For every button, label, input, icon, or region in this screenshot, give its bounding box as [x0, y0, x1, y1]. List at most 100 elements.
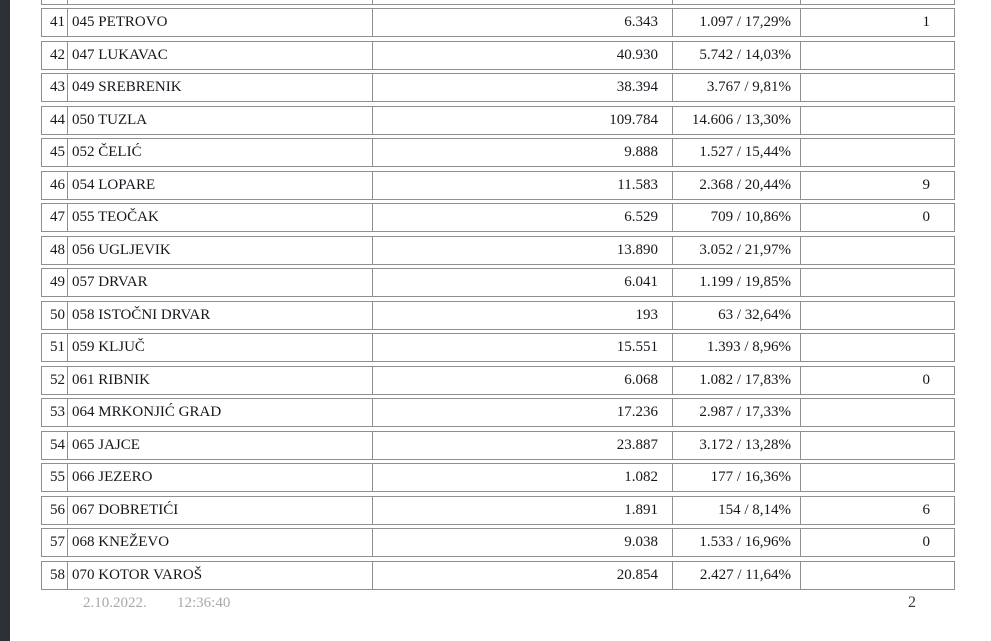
table-row: 50 058 ISTOČNI DRVAR 193 63 / 32,64%: [41, 300, 955, 330]
municipality-cell: 052 ČELIĆ: [68, 139, 373, 166]
extra-cell: [801, 74, 954, 101]
value-pct-cell: 709 / 10,86%: [673, 204, 801, 231]
value-pct-cell: 3.767 / 9,81%: [673, 74, 801, 101]
extra-cell: [801, 302, 954, 329]
value-pct-cell: 154 / 8,14%: [673, 496, 801, 524]
table-row: 53 064 MRKONJIĆ GRAD 17.236 2.987 / 17,3…: [41, 398, 955, 427]
page-number: 2: [908, 594, 916, 611]
municipality-cell: 047 LUKAVAC: [68, 41, 373, 69]
row-number-cell: 45: [42, 139, 68, 166]
value-pct-cell: 177 / 16,36%: [673, 464, 801, 491]
table-row: 41 045 PETROVO 6.343 1.097 / 17,29% 1: [41, 8, 955, 37]
municipality-cell: 055 TEOČAK: [68, 204, 373, 231]
municipality-cell: 050 TUZLA: [68, 106, 373, 134]
table-row: 42 047 LUKAVAC 40.930 5.742 / 14,03%: [41, 40, 955, 70]
results-table: 41 045 PETROVO 6.343 1.097 / 17,29% 1 42…: [41, 0, 957, 593]
value-pct-cell: 1.199 / 19,85%: [673, 269, 801, 296]
municipality-cell: 054 LOPARE: [68, 171, 373, 199]
total-cell: 23.887: [373, 431, 673, 459]
table-row: 58 070 KOTOR VAROŠ 20.854 2.427 / 11,64%: [41, 560, 955, 590]
footer-time: 12:36:40: [177, 595, 231, 611]
total-cell: 6.068: [373, 366, 673, 394]
extra-cell: 0: [922, 209, 931, 225]
municipality-cell: 045 PETROVO: [68, 9, 373, 36]
municipality-cell: 056 UGLJEVIK: [68, 236, 373, 264]
extra-cell: [801, 464, 954, 491]
extra-cell: [801, 562, 954, 589]
row-number-cell: 43: [42, 74, 68, 101]
value-pct-cell: 63 / 32,64%: [673, 301, 801, 329]
total-cell: 9.038: [373, 529, 673, 556]
municipality-cell: 061 RIBNIK: [68, 366, 373, 394]
municipality-cell: 067 DOBRETIĆI: [68, 496, 373, 524]
row-number-cell: 49: [42, 269, 68, 296]
value-pct-cell: 1.393 / 8,96%: [673, 334, 801, 361]
total-cell: 13.890: [373, 236, 673, 264]
total-cell: 38.394: [373, 74, 673, 101]
municipality-cell: 057 DRVAR: [68, 269, 373, 296]
row-number-cell: 51: [42, 334, 68, 361]
extra-cell: [801, 237, 954, 264]
municipality-cell: [68, 0, 373, 4]
footer-date: 2.10.2022.: [83, 595, 147, 611]
total-cell: 6.041: [373, 269, 673, 296]
value-pct-cell: 3.052 / 21,97%: [673, 236, 801, 264]
total-cell: 1.891: [373, 496, 673, 524]
extra-cell: [801, 139, 954, 166]
total-cell: 20.854: [373, 561, 673, 589]
municipality-cell: 049 SREBRENIK: [68, 74, 373, 101]
total-cell: 17.236: [373, 399, 673, 426]
extra-cell: 9: [922, 176, 931, 193]
extra-cell: 0: [922, 371, 931, 388]
table-row: 44 050 TUZLA 109.784 14.606 / 13,30%: [41, 105, 955, 135]
value-pct-cell: 1.082 / 17,83%: [673, 366, 801, 394]
table-row: 43 049 SREBRENIK 38.394 3.767 / 9,81%: [41, 73, 955, 102]
row-number-cell: 48: [42, 236, 68, 264]
extra-cell: [801, 107, 954, 134]
extra-cell: [801, 0, 954, 4]
total-cell: 109.784: [373, 106, 673, 134]
table-row: 52 061 RIBNIK 6.068 1.082 / 17,83% 0: [41, 365, 955, 395]
row-number-cell: 50: [42, 301, 68, 329]
value-pct-cell: 3.172 / 13,28%: [673, 431, 801, 459]
total-cell: 193: [373, 301, 673, 329]
total-cell: 6.529: [373, 204, 673, 231]
row-number-cell: 54: [42, 431, 68, 459]
extra-cell: 0: [922, 534, 931, 550]
municipality-cell: 058 ISTOČNI DRVAR: [68, 301, 373, 329]
table-row: 57 068 KNEŽEVO 9.038 1.533 / 16,96% 0: [41, 528, 955, 557]
extra-cell: [801, 334, 954, 361]
value-pct-cell: 1.533 / 16,96%: [673, 529, 801, 556]
extra-cell: [801, 399, 954, 426]
row-number-cell: 55: [42, 464, 68, 491]
total-cell: [373, 0, 673, 4]
row-number-cell: 41: [42, 9, 68, 36]
row-number-cell: 42: [42, 41, 68, 69]
value-pct-cell: 1.097 / 17,29%: [673, 9, 801, 36]
value-pct-cell: 1.527 / 15,44%: [673, 139, 801, 166]
value-pct-cell: 14.606 / 13,30%: [673, 106, 801, 134]
total-cell: 40.930: [373, 41, 673, 69]
municipality-cell: 066 JEZERO: [68, 464, 373, 491]
value-pct-cell: 2.368 / 20,44%: [673, 171, 801, 199]
row-number-cell: 53: [42, 399, 68, 426]
extra-cell: [801, 42, 954, 69]
total-cell: 1.082: [373, 464, 673, 491]
row-number-cell: 44: [42, 106, 68, 134]
total-cell: 15.551: [373, 334, 673, 361]
table-row: 49 057 DRVAR 6.041 1.199 / 19,85%: [41, 268, 955, 297]
total-cell: 9.888: [373, 139, 673, 166]
table-row: 55 066 JEZERO 1.082 177 / 16,36%: [41, 463, 955, 492]
municipality-cell: 064 MRKONJIĆ GRAD: [68, 399, 373, 426]
municipality-cell: 070 KOTOR VAROŠ: [68, 561, 373, 589]
value-pct-cell: 2.427 / 11,64%: [673, 561, 801, 589]
partial-row-previous: [41, 0, 955, 5]
table-row: 51 059 KLJUČ 15.551 1.393 / 8,96%: [41, 333, 955, 362]
row-number-cell: 46: [42, 171, 68, 199]
table-row: 46 054 LOPARE 11.583 2.368 / 20,44% 9: [41, 170, 955, 200]
value-pct-cell: 2.987 / 17,33%: [673, 399, 801, 426]
municipality-cell: 059 KLJUČ: [68, 334, 373, 361]
row-number-cell: 56: [42, 496, 68, 524]
table-row: 45 052 ČELIĆ 9.888 1.527 / 15,44%: [41, 138, 955, 167]
value-pct-cell: [673, 0, 801, 4]
